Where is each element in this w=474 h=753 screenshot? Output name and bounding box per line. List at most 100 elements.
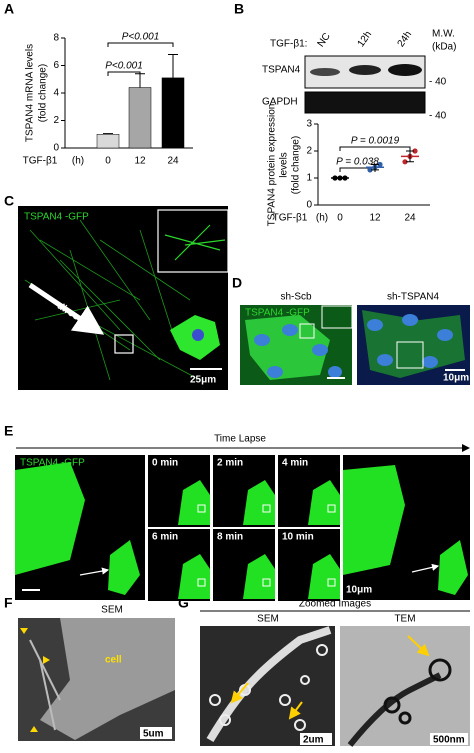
panel-letter: G <box>178 595 189 611</box>
protein-label: GAPDH <box>262 97 298 108</box>
significance-bracket <box>339 146 411 151</box>
y-tick-label: 0 <box>53 143 59 154</box>
cell <box>308 480 340 525</box>
zoom-box <box>327 578 336 587</box>
error-bar <box>135 73 145 88</box>
y-axis-label: (fold change) <box>291 136 302 194</box>
panel-letter: C <box>4 193 14 209</box>
time-label: 0 min <box>152 458 178 469</box>
significance-bracket <box>107 42 174 47</box>
x-axis-label: TGF-β1 <box>273 213 308 224</box>
time-lapse-frames: 0 min 2 min 4 min 6 min 8 min 10 min <box>148 455 340 601</box>
panel-title: Zoomed Images <box>299 599 371 610</box>
significance-label: P = 0.0019 <box>351 136 400 147</box>
data-point <box>412 148 418 154</box>
error-bar <box>371 164 379 171</box>
panel-letter: B <box>234 1 244 17</box>
data-point <box>367 167 373 173</box>
cell <box>243 480 275 525</box>
x-tick-label: 12 <box>369 213 381 224</box>
x-tick-label: 0 <box>337 213 343 224</box>
image-panel-d: sh-Scb sh-TSPAN4 TSPAN4 -GFP 10μm <box>240 292 470 385</box>
zoom-box <box>197 504 206 513</box>
zoom-box <box>327 504 336 513</box>
y-tick-label: 3 <box>306 119 312 130</box>
time-label: 10 min <box>282 532 314 543</box>
image-panel-f: SEM cell 5um <box>18 605 175 741</box>
bar <box>128 87 152 149</box>
zoom-box <box>114 334 134 354</box>
micrograph <box>340 626 470 746</box>
blot-band <box>310 68 340 76</box>
blot-band <box>349 65 381 75</box>
y-tick-label: 6 <box>53 60 59 71</box>
y-tick-label: 2 <box>306 146 312 157</box>
scale-label: 10μm <box>443 373 469 384</box>
x-axis-unit: (h) <box>72 156 84 167</box>
zoom-box <box>262 578 271 587</box>
y-tick-label: 1 <box>306 173 312 184</box>
data-point <box>377 161 383 168</box>
x-tick-label: 12 <box>134 156 146 167</box>
bar <box>96 134 120 149</box>
y-tick-label: 2 <box>53 115 59 126</box>
lane-label: NC <box>316 31 333 49</box>
x-tick-label: 24 <box>404 213 416 224</box>
bar <box>161 77 185 149</box>
significance-label: P<0.001 <box>105 61 143 72</box>
data-point <box>402 159 408 165</box>
panel-letter: F <box>4 595 13 611</box>
scale-label: 25μm <box>190 375 216 386</box>
y-axis-label: (fold change) <box>38 64 49 122</box>
x-axis-unit: (h) <box>316 213 328 224</box>
group-label: sh-TSPAN4 <box>387 292 439 303</box>
error-bar <box>103 133 113 135</box>
zoom-box <box>197 578 206 587</box>
cell <box>243 554 275 599</box>
error-bar <box>406 150 414 163</box>
cell <box>178 554 210 599</box>
y-axis-label: levels <box>279 152 290 178</box>
panel-letter: E <box>4 423 13 439</box>
group-label: sh-Scb <box>280 292 312 303</box>
y-tick-label: 4 <box>53 88 59 99</box>
image-panel-c: direction TSPAN4 -GFP 25μm <box>18 206 229 390</box>
image-title: TEM <box>394 614 415 625</box>
western-blot: TGF-β1: NC 12h 24h M.W. (kDa) TSPAN4 - 4… <box>262 29 456 122</box>
cell <box>178 480 210 525</box>
x-tick-label: 24 <box>167 156 179 167</box>
image-panel-e: Time Lapse TSPAN4 -GFP 10μm <box>15 434 470 600</box>
scale-label: 10μm <box>346 585 372 596</box>
panel-title: SEM <box>101 605 123 616</box>
image-label: TSPAN4 -GFP <box>245 308 310 319</box>
protein-label: TSPAN4 <box>262 65 301 76</box>
y-axis-label: TSPAN4 mRNA levels <box>25 44 36 142</box>
image-title: SEM <box>257 614 279 625</box>
panel-letter: A <box>4 1 14 17</box>
blot-band-image <box>304 91 426 114</box>
time-label: 4 min <box>282 458 308 469</box>
zoom-box <box>262 504 271 513</box>
blot-treatment: TGF-β1: <box>270 39 307 50</box>
significance-label: P<0.001 <box>122 32 160 43</box>
image-panel-g: Zoomed Images SEM TEM 2um 500nm <box>200 599 470 747</box>
panel-title: Time Lapse <box>214 434 266 445</box>
direction-arrow <box>28 282 105 335</box>
image-label: TSPAN4 -GFP <box>24 212 89 223</box>
lane-label: 12h <box>356 29 375 49</box>
y-axis-label: TSPAN4 protein expression <box>267 104 278 227</box>
mw-label: (kDa) <box>432 42 456 53</box>
time-label: 8 min <box>217 532 243 543</box>
cell-label: cell <box>105 655 122 666</box>
time-label: 2 min <box>217 458 243 469</box>
mw-marker: - 40 <box>429 111 447 122</box>
time-label: 6 min <box>152 532 178 543</box>
x-tick-label: 0 <box>105 156 111 167</box>
error-bar <box>168 54 178 78</box>
significance-label: P = 0.038 <box>336 157 379 168</box>
y-tick-label: 0 <box>306 200 312 211</box>
scale-label: 5um <box>143 729 164 740</box>
scale-label: 500nm <box>433 735 465 746</box>
